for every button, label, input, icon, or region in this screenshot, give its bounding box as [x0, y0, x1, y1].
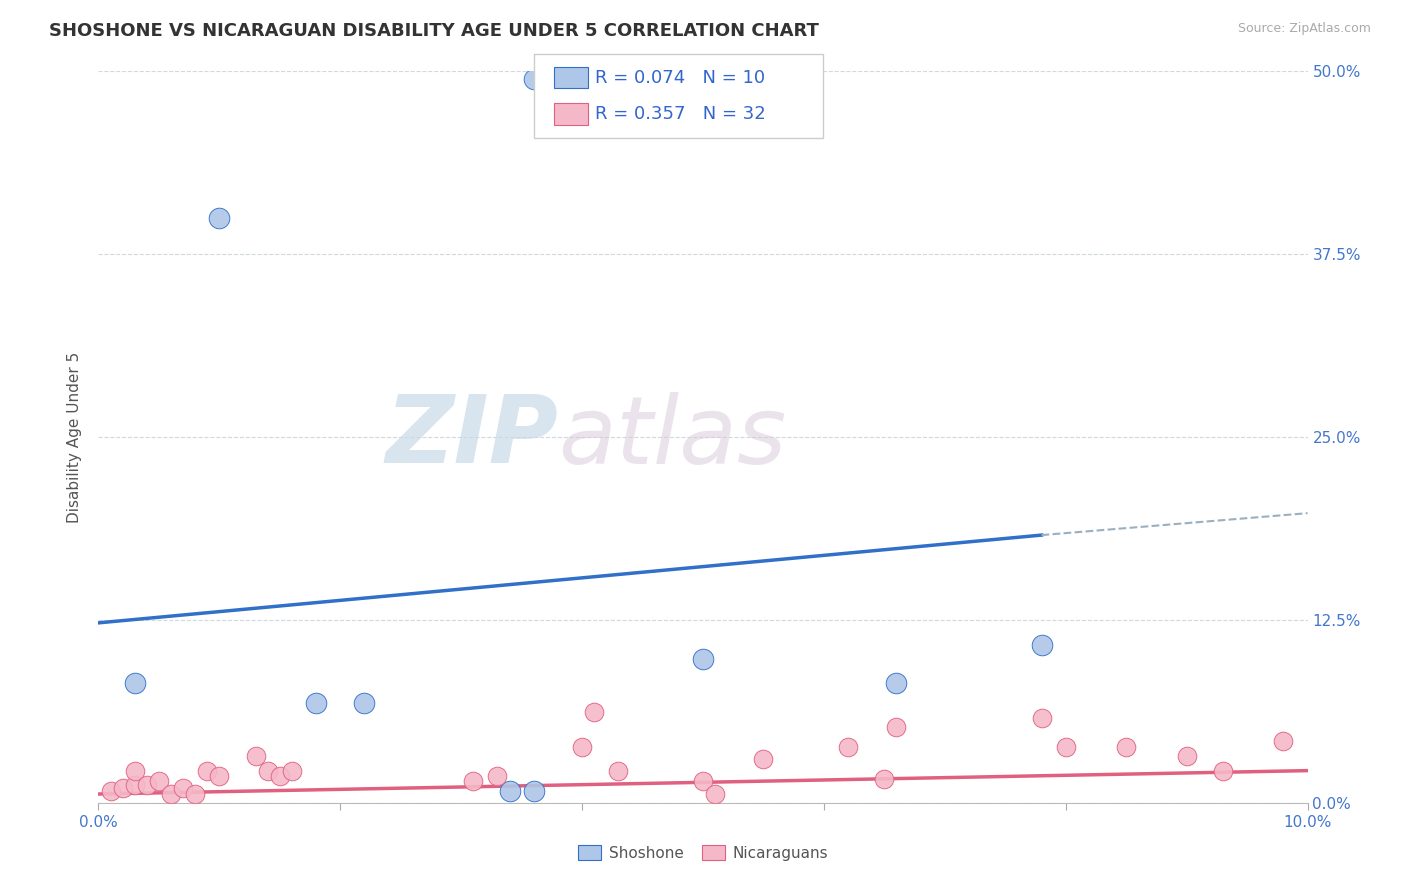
Point: [111, 781, 134, 796]
Point: [1272, 734, 1295, 748]
Point: [837, 740, 859, 755]
Point: [135, 778, 157, 792]
Point: [523, 71, 546, 86]
Point: [305, 696, 328, 710]
Point: [208, 211, 231, 225]
Text: ZIP: ZIP: [385, 391, 558, 483]
Point: [208, 769, 231, 783]
Point: [281, 764, 304, 778]
Text: SHOSHONE VS NICARAGUAN DISABILITY AGE UNDER 5 CORRELATION CHART: SHOSHONE VS NICARAGUAN DISABILITY AGE UN…: [49, 22, 820, 40]
Point: [498, 784, 520, 798]
Point: [172, 781, 194, 796]
Point: [184, 787, 207, 801]
Point: [1054, 740, 1077, 755]
Point: [692, 652, 714, 666]
Point: [124, 676, 146, 690]
Point: [100, 784, 122, 798]
Point: [124, 778, 146, 792]
Point: [124, 764, 146, 778]
Point: [607, 764, 630, 778]
Point: [463, 773, 485, 788]
Point: [269, 769, 291, 783]
Point: [353, 696, 375, 710]
Text: atlas: atlas: [558, 392, 786, 483]
Y-axis label: Disability Age Under 5: Disability Age Under 5: [67, 351, 83, 523]
Point: [1212, 764, 1234, 778]
Point: [148, 773, 170, 788]
Point: [195, 764, 218, 778]
Point: [160, 787, 183, 801]
Point: [752, 752, 775, 766]
Point: [583, 705, 606, 719]
Text: R = 0.074   N = 10: R = 0.074 N = 10: [595, 69, 765, 87]
Point: [873, 772, 896, 787]
Point: [256, 764, 278, 778]
Point: [1115, 740, 1137, 755]
Point: [486, 769, 509, 783]
Point: [245, 749, 267, 764]
Point: [886, 676, 908, 690]
Point: [1031, 711, 1053, 725]
Legend: Shoshone, Nicaraguans: Shoshone, Nicaraguans: [571, 837, 835, 868]
Point: [704, 787, 727, 801]
Point: [692, 773, 714, 788]
Point: [886, 720, 908, 734]
Point: [1175, 749, 1198, 764]
Text: R = 0.357   N = 32: R = 0.357 N = 32: [595, 105, 765, 123]
Point: [571, 740, 593, 755]
Text: Source: ZipAtlas.com: Source: ZipAtlas.com: [1237, 22, 1371, 36]
Point: [1031, 638, 1053, 652]
Point: [523, 784, 546, 798]
